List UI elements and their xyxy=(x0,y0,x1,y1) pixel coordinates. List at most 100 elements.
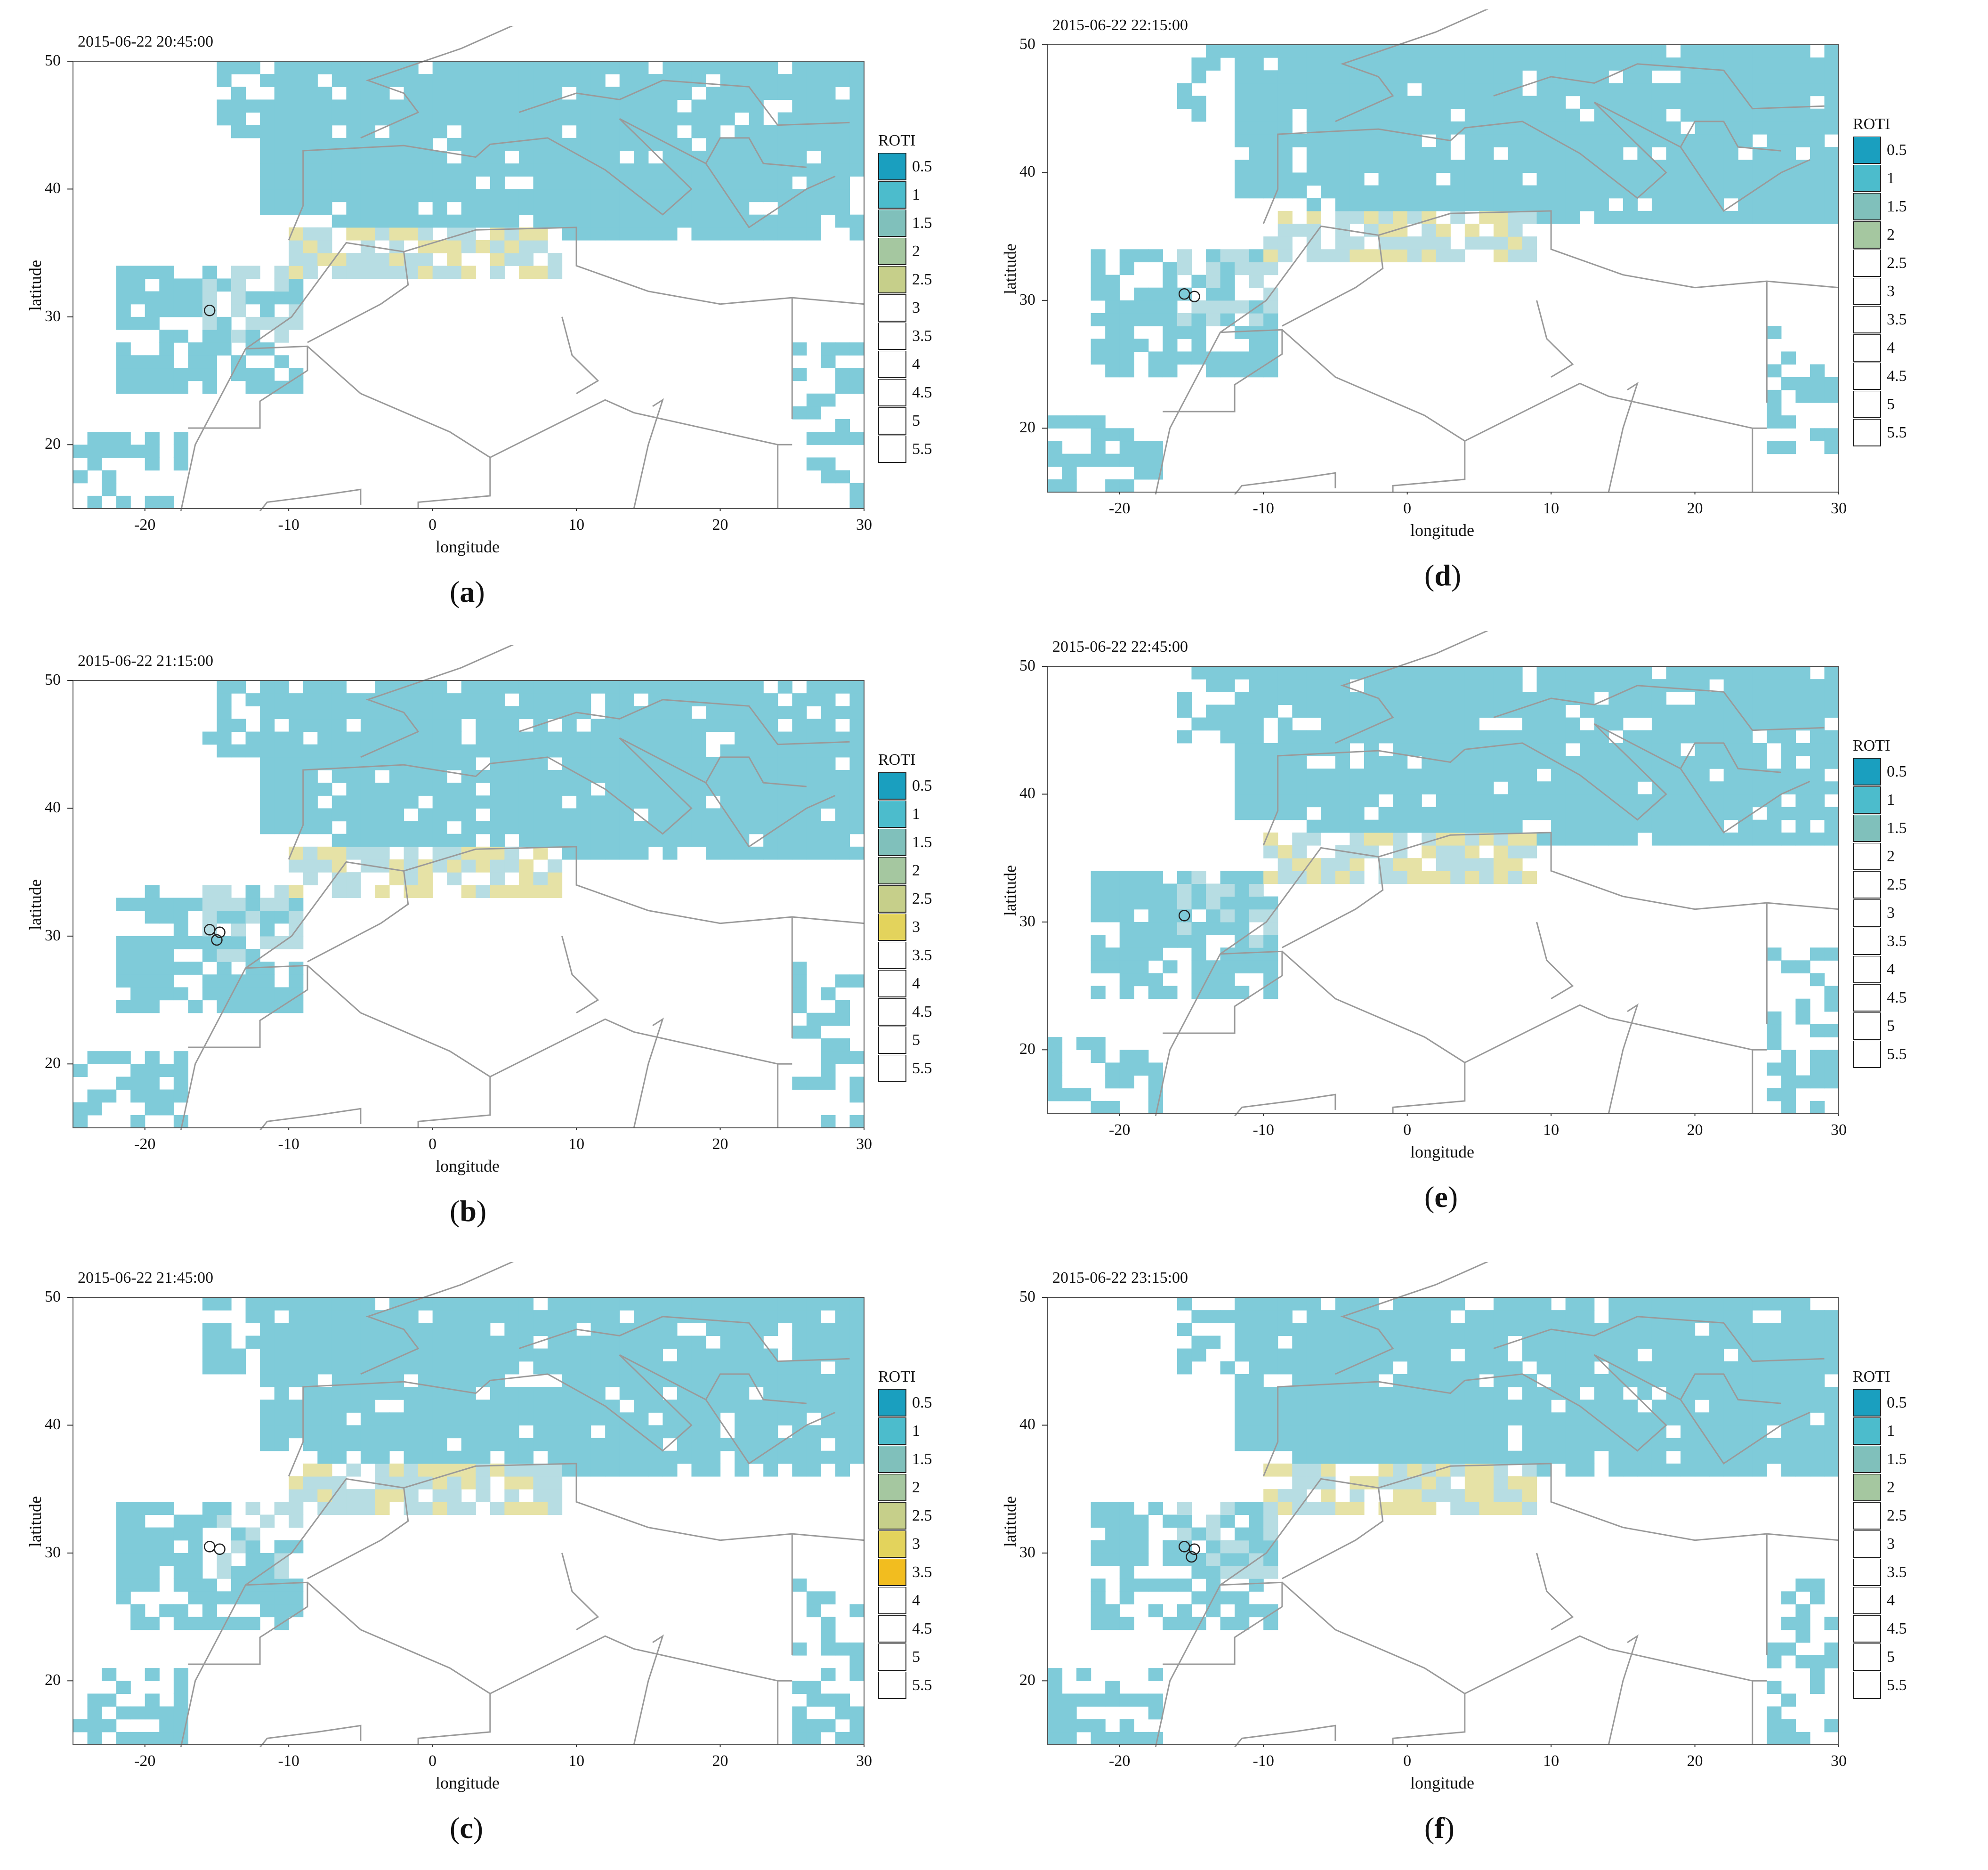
roti-cell xyxy=(1306,1310,1321,1323)
roti-cell xyxy=(1393,160,1408,173)
roti-cell xyxy=(1277,679,1293,692)
roti-cell xyxy=(490,163,505,177)
roti-cell xyxy=(289,821,304,834)
roti-cell xyxy=(1263,896,1278,910)
roti-cell xyxy=(274,821,289,834)
roti-cell xyxy=(375,1450,390,1464)
roti-cell xyxy=(562,189,577,202)
roti-cell xyxy=(1752,45,1767,58)
roti-cell xyxy=(1277,70,1293,84)
roti-cell xyxy=(331,1348,347,1362)
roti-cell xyxy=(1378,1438,1393,1451)
roti-cell xyxy=(849,87,865,100)
roti-cell xyxy=(605,1438,620,1451)
roti-cell xyxy=(331,112,347,126)
roti-cell xyxy=(1249,704,1264,718)
roti-cell xyxy=(1263,794,1278,808)
roti-cell xyxy=(1134,1514,1149,1528)
roti-cell xyxy=(1608,679,1624,692)
roti-cell xyxy=(1681,1438,1696,1451)
roti-cell xyxy=(1350,1297,1365,1311)
roti-cell xyxy=(1378,692,1393,705)
roti-cell xyxy=(1148,1668,1163,1681)
y-tick-label: 50 xyxy=(1019,1288,1035,1305)
roti-cell xyxy=(389,253,404,266)
roti-cell xyxy=(1695,666,1710,680)
roti-cell xyxy=(1249,896,1264,910)
roti-cell xyxy=(202,1617,218,1630)
roti-cell xyxy=(1824,807,1839,820)
roti-cell xyxy=(231,1348,246,1362)
roti-cell xyxy=(806,1374,821,1387)
roti-cell xyxy=(1508,730,1523,744)
roti-cell xyxy=(1450,121,1465,135)
roti-cell xyxy=(691,227,706,241)
legend-level: 3.5 xyxy=(912,327,932,345)
roti-cell xyxy=(1321,769,1336,782)
roti-cell xyxy=(1220,351,1235,365)
legend-swatch xyxy=(1853,899,1881,927)
roti-cell xyxy=(1119,1514,1134,1528)
roti-cell xyxy=(1580,1374,1595,1387)
roti-cell xyxy=(389,1489,404,1502)
roti-cell xyxy=(1738,1336,1753,1349)
roti-cell xyxy=(331,151,347,164)
roti-cell xyxy=(375,731,390,745)
roti-cell xyxy=(360,61,376,74)
roti-cell xyxy=(605,61,620,74)
roti-cell xyxy=(260,680,275,694)
roti-cell xyxy=(735,795,750,809)
roti-cell xyxy=(1781,1062,1796,1076)
roti-cell xyxy=(763,1361,778,1375)
roti-cell xyxy=(245,1527,260,1541)
roti-cell xyxy=(1191,717,1206,731)
roti-cell xyxy=(476,1438,491,1451)
roti-cell xyxy=(1407,666,1422,680)
roti-cell xyxy=(317,253,332,266)
roti-cell xyxy=(1666,1361,1681,1375)
roti-cell xyxy=(1292,1400,1307,1413)
roti-cell xyxy=(619,846,634,860)
roti-cell xyxy=(605,846,620,860)
roti-cell xyxy=(548,1463,563,1477)
roti-cell xyxy=(691,1450,706,1464)
legend-level: 2 xyxy=(1887,1479,1895,1496)
border-line xyxy=(360,26,514,139)
roti-cell xyxy=(1306,781,1321,795)
roti-cell xyxy=(217,1553,232,1566)
roti-cell xyxy=(274,330,289,343)
roti-cell xyxy=(1148,351,1163,365)
roti-cell xyxy=(1479,666,1494,680)
roti-cell xyxy=(706,680,721,694)
roti-cell xyxy=(1536,704,1552,718)
roti-cell xyxy=(360,731,376,745)
roti-cell xyxy=(1608,1336,1624,1349)
roti-cell xyxy=(619,770,634,783)
roti-cell xyxy=(735,1438,750,1451)
roti-cell xyxy=(375,834,390,847)
roti-cell xyxy=(461,112,476,126)
roti-cell xyxy=(1407,1310,1422,1323)
roti-cell xyxy=(518,202,534,215)
roti-cell xyxy=(447,253,462,266)
roti-cell xyxy=(1824,1348,1839,1362)
roti-cell xyxy=(1378,1463,1393,1477)
roti-cell xyxy=(289,240,304,253)
roti-cell xyxy=(303,1425,318,1439)
roti-cell xyxy=(1594,70,1609,84)
roti-cell xyxy=(145,910,160,924)
roti-cell xyxy=(1206,313,1221,326)
y-axis-label: latitude xyxy=(1001,243,1019,294)
roti-cell xyxy=(360,151,376,164)
roti-cell xyxy=(245,380,260,394)
roti-cell xyxy=(404,227,419,241)
roti-cell xyxy=(303,1400,318,1413)
roti-cell xyxy=(1306,704,1321,718)
roti-cell xyxy=(1436,224,1451,237)
roti-cell xyxy=(1148,249,1163,263)
roti-cell xyxy=(447,1412,462,1426)
roti-cell xyxy=(1306,160,1321,173)
roti-cell xyxy=(1235,45,1250,58)
roti-cell xyxy=(1249,883,1264,897)
roti-cell xyxy=(1235,1617,1250,1630)
